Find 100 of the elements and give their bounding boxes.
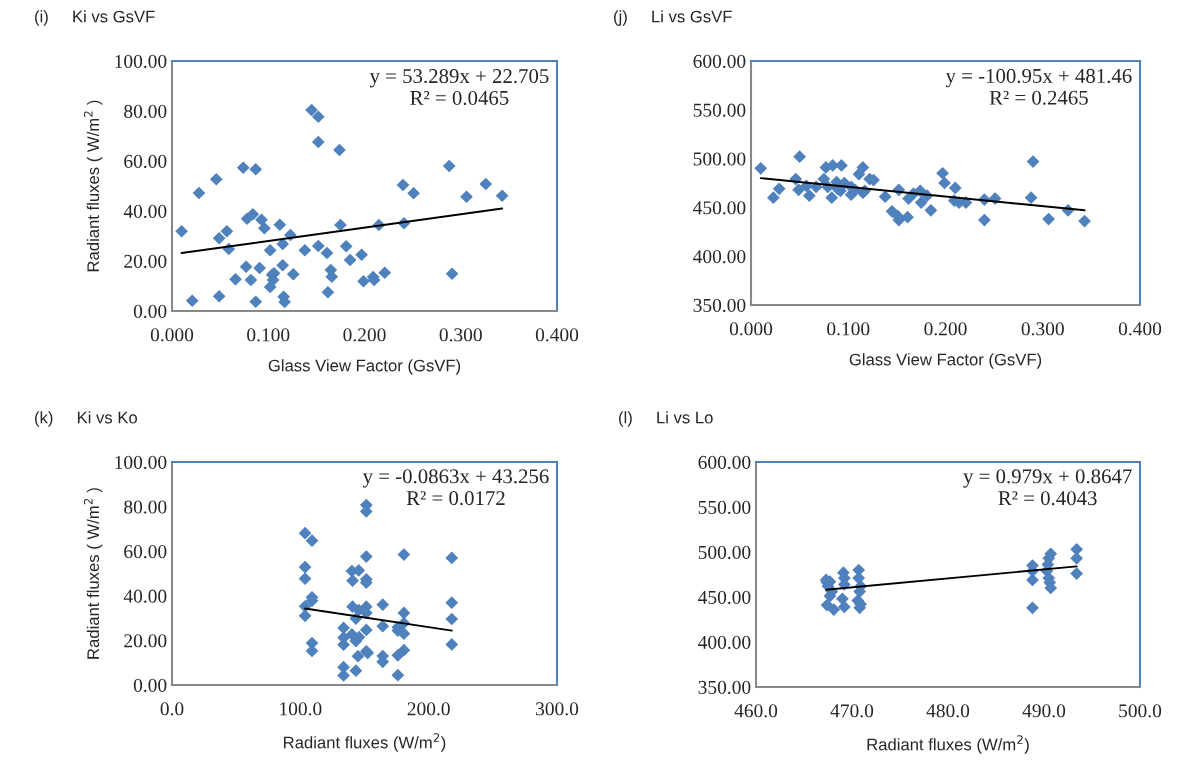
point — [239, 260, 253, 274]
x-tick-label: 500.0 — [1119, 704, 1162, 718]
point — [263, 243, 277, 257]
point — [359, 623, 373, 637]
y-tick-label: 500.00 — [693, 152, 746, 166]
y-tick-label: 600.00 — [693, 54, 746, 69]
point — [825, 191, 839, 204]
point — [349, 664, 363, 678]
x-tick-label: 100.0 — [280, 702, 322, 716]
x-tick-label: 0.300 — [1021, 322, 1064, 336]
x-tick-label: 0.000 — [150, 328, 194, 342]
point — [772, 182, 786, 196]
y-tick-label: 550.00 — [698, 500, 751, 515]
point — [376, 598, 390, 612]
point — [396, 178, 410, 192]
point — [793, 150, 806, 164]
point — [901, 210, 914, 224]
point — [355, 248, 368, 262]
annotation: y = 0.979x + 0.8647 R² = 0.4043 — [963, 469, 1132, 506]
point — [767, 191, 780, 204]
point — [244, 273, 258, 287]
chart-title: (i) Ki vs GsVF — [35, 10, 155, 26]
point — [445, 612, 459, 626]
point — [792, 183, 806, 197]
point — [255, 213, 268, 227]
point — [391, 668, 405, 682]
x-tick-label: 0.200 — [343, 328, 386, 342]
y-axis-title: Radiant fluxes ( W/m$^{2}$ ) — [83, 488, 103, 659]
x-tick-label: 460.0 — [734, 704, 778, 718]
point — [236, 161, 250, 175]
point — [407, 186, 420, 200]
x-tick-label: 0.000 — [729, 322, 773, 336]
x-axis-title: Glass View Factor (GsVF) — [268, 359, 461, 375]
y-tick-label: 20.00 — [124, 634, 167, 648]
point — [936, 166, 949, 180]
point — [311, 110, 325, 124]
point — [185, 294, 199, 308]
point — [1042, 212, 1055, 226]
point — [258, 221, 271, 235]
chart-title: (j) Li vs GsVF — [614, 10, 732, 26]
point — [209, 172, 223, 186]
y-tick-label: 100.00 — [115, 54, 167, 69]
point — [397, 643, 411, 657]
y-tick-label: 500.00 — [698, 545, 751, 560]
point — [273, 218, 287, 232]
annotation: y = -0.0863x + 43.256 R² = 0.0172 — [362, 469, 549, 506]
point — [802, 189, 816, 203]
point — [320, 246, 334, 260]
point — [249, 162, 263, 176]
point — [852, 167, 866, 181]
point — [357, 274, 370, 288]
point — [397, 627, 411, 641]
point — [1026, 601, 1039, 615]
y-tick-label: 60.00 — [124, 545, 167, 559]
point — [220, 224, 234, 238]
point — [351, 649, 365, 663]
point — [445, 638, 459, 651]
chart-title: (l) Li vs Lo — [619, 411, 713, 427]
point — [397, 606, 411, 620]
y-tick-label: 400.00 — [698, 635, 751, 650]
point — [298, 560, 312, 574]
point — [311, 135, 325, 149]
x-tick-label: 0.100 — [827, 322, 870, 336]
point — [397, 548, 411, 561]
point — [229, 272, 242, 286]
y-tick-label: 0.00 — [133, 678, 167, 693]
point — [1070, 567, 1084, 580]
point — [948, 181, 962, 195]
point — [346, 574, 359, 587]
point — [175, 224, 188, 238]
point — [495, 189, 509, 203]
x-tick-label: 480.0 — [926, 704, 970, 718]
y-tick-label: 450.00 — [698, 590, 751, 605]
point — [837, 600, 851, 614]
point — [212, 289, 226, 303]
point — [339, 239, 353, 253]
y-tick-label: 40.00 — [123, 204, 167, 219]
point — [212, 231, 226, 245]
y-tick-label: 60.00 — [124, 154, 167, 169]
point — [337, 621, 350, 635]
x-tick-label: 200.0 — [407, 702, 450, 716]
point — [445, 596, 459, 610]
point — [878, 190, 892, 204]
point — [276, 237, 290, 251]
x-tick-label: 490.0 — [1022, 704, 1066, 718]
point — [276, 258, 290, 272]
point — [479, 177, 493, 191]
point — [249, 295, 263, 309]
point — [321, 285, 335, 299]
point — [298, 572, 312, 585]
x-tick-label: 0.400 — [535, 328, 579, 342]
point — [914, 196, 928, 209]
annotation: y = -100.95x + 481.46 R² = 0.2465 — [945, 68, 1132, 105]
y-tick-label: 0.00 — [133, 304, 167, 319]
x-axis-title: Glass View Factor (GsVF) — [849, 353, 1042, 369]
x-tick-label: 300.0 — [536, 702, 579, 716]
point — [298, 243, 312, 257]
point — [376, 619, 390, 633]
point — [343, 253, 357, 267]
x-tick-label: 0.100 — [247, 328, 290, 342]
